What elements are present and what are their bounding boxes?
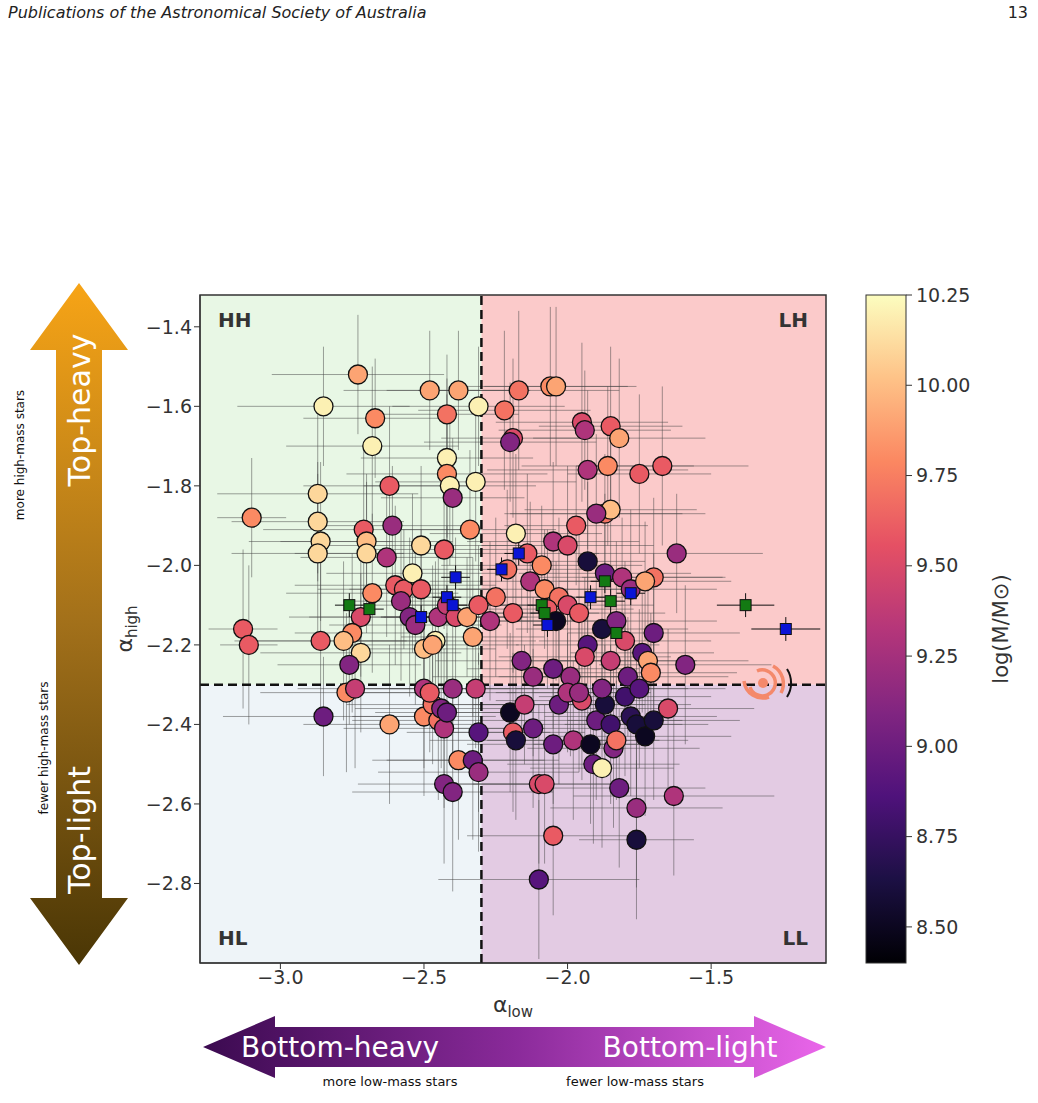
- svg-text:8.75: 8.75: [916, 825, 958, 847]
- svg-text:9.25: 9.25: [916, 645, 958, 667]
- svg-text:Publications of the Astronomic: Publications of the Astronomical Society…: [8, 3, 427, 22]
- svg-text:HH: HH: [218, 308, 251, 332]
- svg-text:−2.6: −2.6: [146, 793, 192, 815]
- svg-text:Bottom-light: Bottom-light: [603, 1031, 778, 1064]
- svg-text:10.25: 10.25: [916, 284, 970, 306]
- svg-text:fewer low-mass stars: fewer low-mass stars: [566, 1074, 704, 1089]
- svg-text:9.50: 9.50: [916, 554, 958, 576]
- svg-text:−3.0: −3.0: [257, 966, 303, 988]
- svg-text:HL: HL: [218, 926, 248, 950]
- svg-text:−2.4: −2.4: [146, 713, 192, 735]
- svg-text:−2.8: −2.8: [146, 872, 192, 894]
- svg-text:fewer high-mass stars: fewer high-mass stars: [37, 682, 51, 815]
- svg-text:10.00: 10.00: [916, 374, 970, 396]
- svg-text:−2.5: −2.5: [401, 966, 447, 988]
- svg-text:Bottom-heavy: Bottom-heavy: [241, 1031, 439, 1064]
- svg-text:more high-mass stars: more high-mass stars: [13, 390, 27, 520]
- svg-text:−2.2: −2.2: [146, 634, 192, 656]
- svg-text:9.75: 9.75: [916, 464, 958, 486]
- svg-text:13: 13: [1008, 3, 1028, 22]
- svg-text:−1.8: −1.8: [146, 475, 192, 497]
- svg-text:LH: LH: [779, 308, 808, 332]
- svg-text:8.50: 8.50: [916, 916, 958, 938]
- svg-text:Top-heavy: Top-heavy: [62, 334, 97, 488]
- svg-text:−1.6: −1.6: [146, 395, 192, 417]
- svg-text:LL: LL: [783, 926, 809, 950]
- svg-text:−2.0: −2.0: [146, 554, 192, 576]
- svg-text:αhigh: αhigh: [112, 605, 141, 652]
- svg-text:9.00: 9.00: [916, 735, 958, 757]
- svg-text:log(M/M⊙): log(M/M⊙): [989, 574, 1013, 683]
- svg-text:−1.4: −1.4: [146, 316, 192, 338]
- svg-text:Top-light: Top-light: [62, 766, 97, 895]
- svg-text:more low-mass stars: more low-mass stars: [323, 1074, 458, 1089]
- svg-text:−1.5: −1.5: [688, 966, 734, 988]
- svg-text:αlow: αlow: [493, 992, 533, 1021]
- svg-text:−2.0: −2.0: [544, 966, 590, 988]
